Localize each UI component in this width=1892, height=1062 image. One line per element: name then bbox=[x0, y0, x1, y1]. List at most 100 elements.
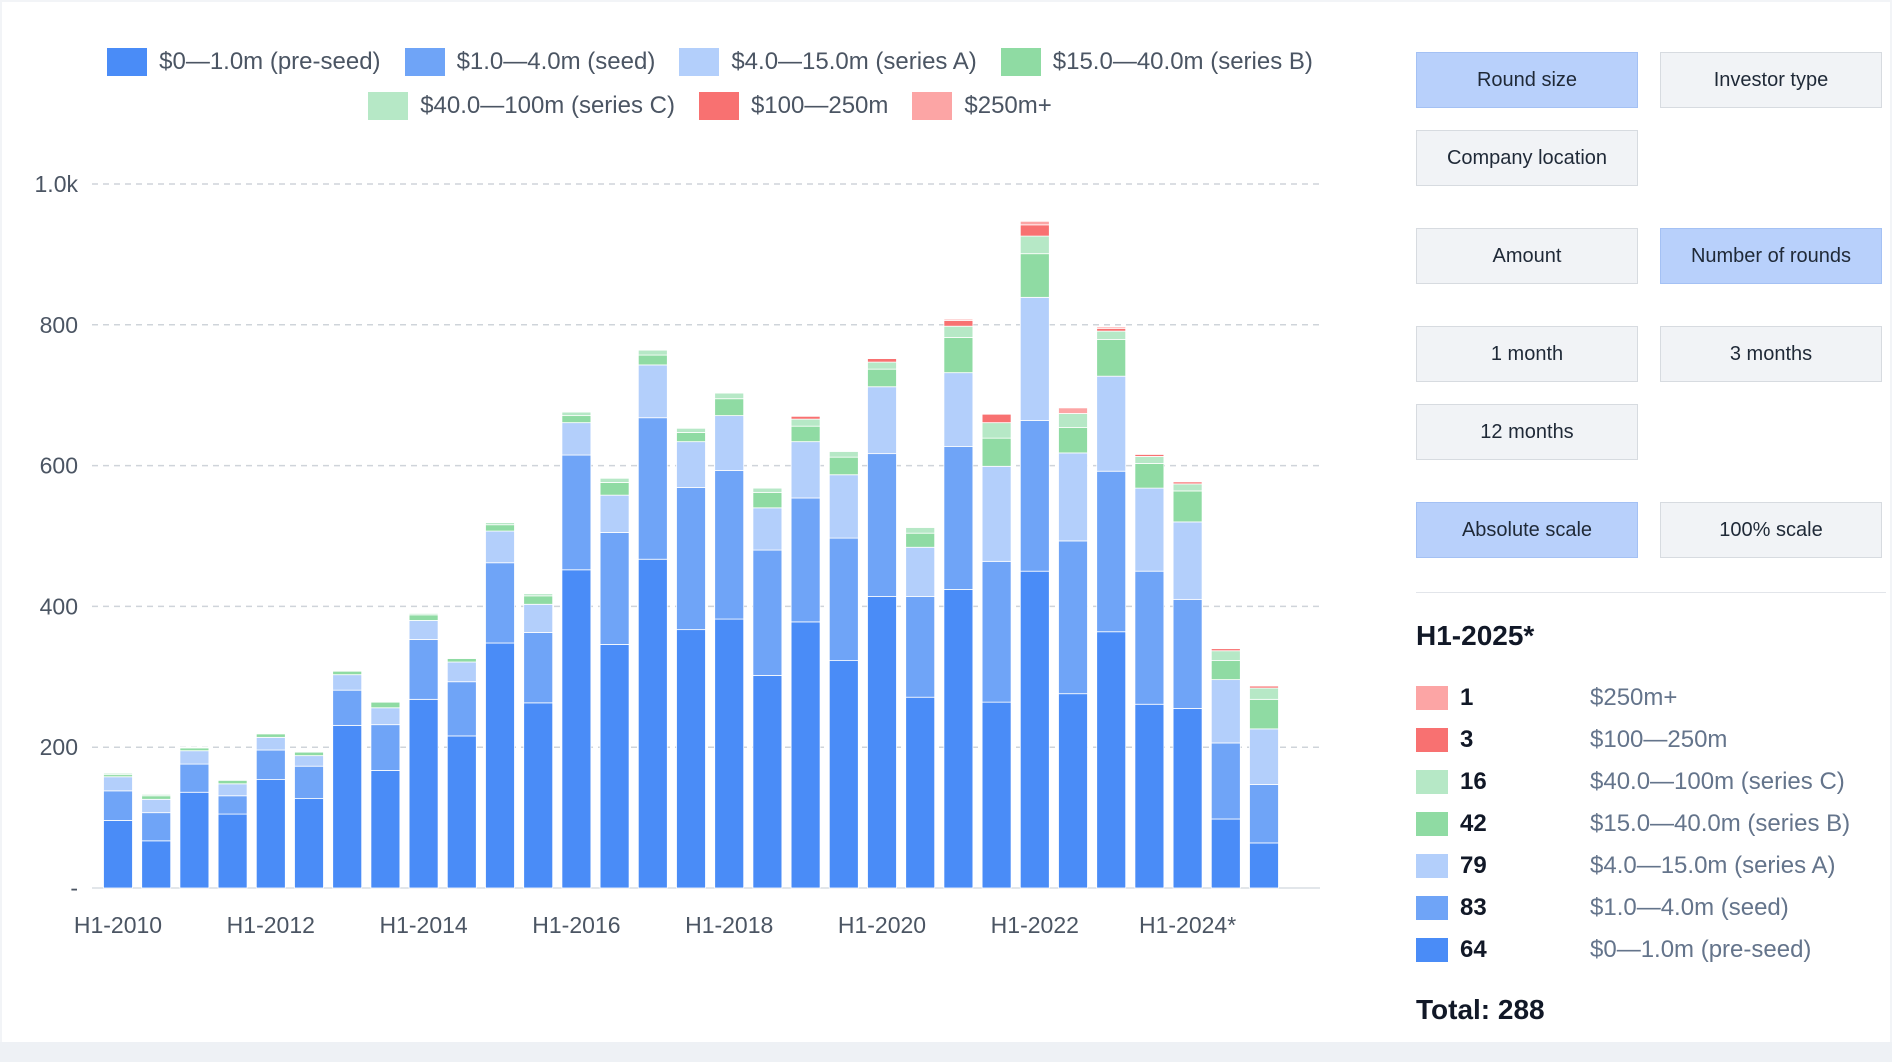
bar-segment[interactable] bbox=[523, 595, 554, 605]
bar-segment[interactable] bbox=[255, 749, 286, 780]
bar-segment[interactable] bbox=[1134, 456, 1165, 464]
bar-segment[interactable] bbox=[141, 812, 172, 842]
bar-segment[interactable] bbox=[523, 593, 554, 597]
bar-segment[interactable] bbox=[676, 427, 706, 433]
bar-segment[interactable] bbox=[141, 798, 172, 814]
bar-segment[interactable] bbox=[828, 456, 859, 476]
bar-segment[interactable] bbox=[1210, 650, 1241, 662]
bar-segment[interactable] bbox=[1058, 540, 1088, 695]
bar-segment[interactable] bbox=[408, 613, 439, 616]
bar-segment[interactable] bbox=[446, 658, 477, 663]
bar-segment[interactable] bbox=[294, 765, 324, 799]
bar-segment[interactable] bbox=[752, 491, 783, 509]
bar-segment[interactable] bbox=[446, 661, 477, 683]
legend-item[interactable]: $0—1.0m (pre-seed) bbox=[107, 48, 381, 76]
bar-segment[interactable] bbox=[1134, 453, 1165, 455]
bar-segment[interactable] bbox=[141, 795, 172, 800]
bar-segment[interactable] bbox=[790, 441, 821, 499]
bar-segment[interactable] bbox=[561, 415, 592, 424]
bar-segment[interactable] bbox=[370, 701, 401, 709]
bar-segment[interactable] bbox=[332, 670, 363, 676]
bar-segment[interactable] bbox=[1096, 375, 1127, 472]
bar-segment[interactable] bbox=[714, 392, 745, 400]
bar-segment[interactable] bbox=[294, 798, 324, 889]
bar-segment[interactable] bbox=[714, 398, 745, 417]
bar-segment[interactable] bbox=[1210, 660, 1241, 681]
bar-segment[interactable] bbox=[676, 441, 706, 488]
legend-item[interactable]: $1.0—4.0m (seed) bbox=[404, 48, 655, 76]
bar-segment[interactable] bbox=[217, 813, 248, 889]
bar-segment[interactable] bbox=[561, 454, 592, 571]
bar-segment[interactable] bbox=[714, 415, 745, 471]
bar-segment[interactable] bbox=[1210, 818, 1241, 889]
bar-segment[interactable] bbox=[981, 413, 1012, 424]
bar-segment[interactable] bbox=[1249, 698, 1279, 730]
bar-segment[interactable] bbox=[676, 432, 706, 443]
bar-segment[interactable] bbox=[179, 746, 210, 749]
bar-segment[interactable] bbox=[255, 736, 286, 751]
legend-item[interactable]: $40.0—100m (series C) bbox=[368, 92, 675, 120]
bar-segment[interactable] bbox=[637, 349, 668, 356]
bar-segment[interactable] bbox=[714, 618, 745, 889]
bar-segment[interactable] bbox=[637, 354, 668, 366]
bar-segment[interactable] bbox=[1172, 490, 1203, 523]
bar-segment[interactable] bbox=[179, 747, 210, 752]
bar-segment[interactable] bbox=[332, 689, 363, 726]
bar-segment[interactable] bbox=[103, 820, 133, 889]
percent-scale-button[interactable]: 100% scale bbox=[1660, 502, 1882, 558]
bar-segment[interactable] bbox=[1172, 521, 1203, 600]
bar-segment[interactable] bbox=[1019, 224, 1050, 237]
bar-segment[interactable] bbox=[370, 707, 401, 726]
bar-segment[interactable] bbox=[446, 735, 477, 889]
bar-segment[interactable] bbox=[943, 372, 974, 447]
bar-segment[interactable] bbox=[1096, 339, 1127, 377]
bar-segment[interactable] bbox=[179, 791, 210, 889]
bar-segment[interactable] bbox=[676, 629, 706, 889]
round-size-button[interactable]: Round size bbox=[1416, 52, 1638, 108]
bar-segment[interactable] bbox=[561, 569, 592, 889]
bar-segment[interactable] bbox=[867, 596, 897, 889]
bar-segment[interactable] bbox=[790, 621, 821, 889]
absolute-scale-button[interactable]: Absolute scale bbox=[1416, 502, 1638, 558]
three-months-button[interactable]: 3 months bbox=[1660, 326, 1882, 382]
bar-segment[interactable] bbox=[1019, 296, 1050, 421]
bar-segment[interactable] bbox=[561, 422, 592, 456]
bar-segment[interactable] bbox=[637, 364, 668, 419]
bar-segment[interactable] bbox=[981, 465, 1012, 562]
bar-segment[interactable] bbox=[370, 724, 401, 771]
bar-segment[interactable] bbox=[714, 470, 745, 620]
bar-segment[interactable] bbox=[828, 474, 859, 539]
bar-segment[interactable] bbox=[255, 779, 286, 889]
bar-segment[interactable] bbox=[103, 790, 133, 821]
bar-segment[interactable] bbox=[1096, 326, 1127, 329]
bar-segment[interactable] bbox=[485, 530, 515, 564]
bar-segment[interactable] bbox=[1172, 708, 1203, 889]
bar-segment[interactable] bbox=[408, 698, 439, 889]
bar-segment[interactable] bbox=[408, 614, 439, 621]
bar-segment[interactable] bbox=[1134, 703, 1165, 889]
bar-segment[interactable] bbox=[943, 589, 974, 889]
bar-segment[interactable] bbox=[485, 642, 515, 889]
bar-segment[interactable] bbox=[1172, 480, 1203, 483]
bar-segment[interactable] bbox=[943, 337, 974, 374]
bar-segment[interactable] bbox=[255, 732, 286, 735]
bar-segment[interactable] bbox=[1249, 842, 1279, 889]
bar-segment[interactable] bbox=[1249, 687, 1279, 700]
bar-segment[interactable] bbox=[1172, 483, 1203, 492]
bar-segment[interactable] bbox=[217, 779, 248, 785]
bar-segment[interactable] bbox=[446, 657, 477, 659]
bar-segment[interactable] bbox=[1249, 684, 1279, 687]
bar-segment[interactable] bbox=[752, 674, 783, 889]
bar-segment[interactable] bbox=[905, 527, 936, 534]
bar-segment[interactable] bbox=[828, 660, 859, 889]
bar-segment[interactable] bbox=[637, 558, 668, 889]
bar-segment[interactable] bbox=[943, 446, 974, 590]
bar-segment[interactable] bbox=[867, 358, 897, 363]
number-of-rounds-button[interactable]: Number of rounds bbox=[1660, 228, 1882, 284]
bar-segment[interactable] bbox=[599, 477, 630, 483]
bar-segment[interactable] bbox=[1096, 330, 1127, 340]
bar-segment[interactable] bbox=[446, 681, 477, 737]
bar-segment[interactable] bbox=[905, 696, 936, 889]
bar-segment[interactable] bbox=[179, 750, 210, 765]
bar-segment[interactable] bbox=[217, 779, 248, 781]
